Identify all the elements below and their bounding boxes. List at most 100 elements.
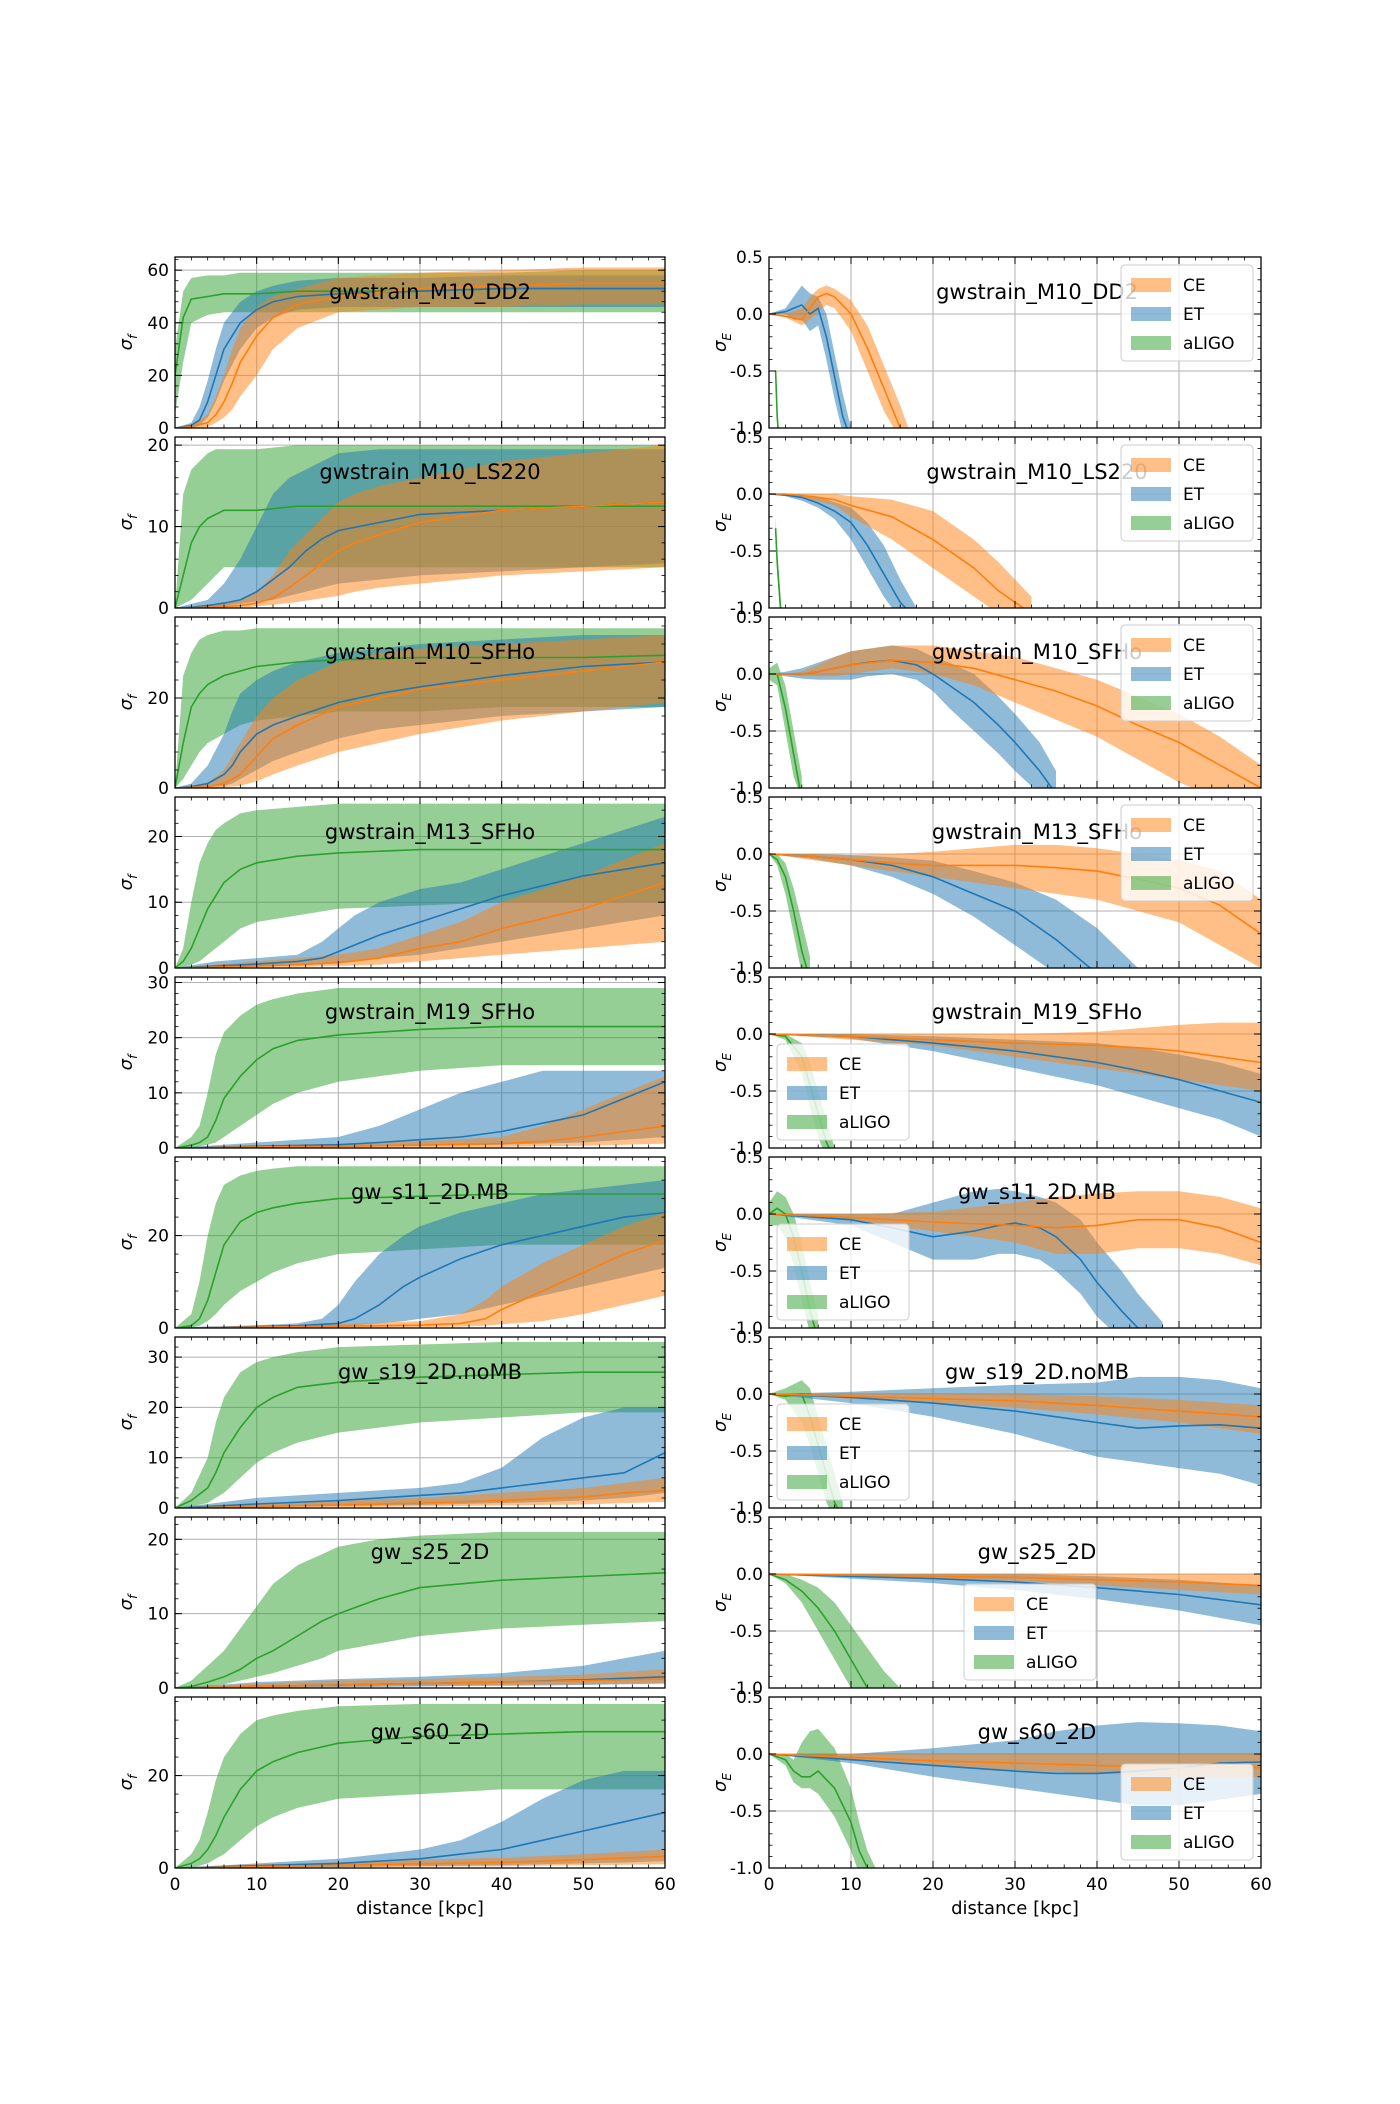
legend-swatch-aligo <box>787 1475 827 1489</box>
panel-title: gwstrain_M10_LS220 <box>926 460 1147 485</box>
y-tick-label: 10 <box>147 1084 169 1104</box>
y-tick-label: 0.0 <box>736 1025 763 1045</box>
ce-band <box>175 267 665 428</box>
y-axis-label-text: σf <box>116 1773 140 1790</box>
y-axis-label: σE <box>710 873 734 892</box>
legend: CE ET aLIGO <box>1120 804 1254 902</box>
legend: CE ET aLIGO <box>1120 444 1254 542</box>
ce-median-line <box>175 661 665 788</box>
y-axis-label: σf <box>116 1053 140 1070</box>
legend-swatch-aligo <box>974 1655 1014 1669</box>
ce-band <box>175 1669 665 1688</box>
legend: CE ET aLIGO <box>1120 624 1254 722</box>
legend: CE ET aLIGO <box>963 1583 1097 1681</box>
series-group-left-2 <box>175 628 665 788</box>
ce-band <box>769 1574 1261 1595</box>
panel-right-2: 0.5 0.0 -0.5 -1.0 σE gwstrain_M10_SFHo CE ET aLI… <box>710 608 1262 799</box>
x-tick-label: 10 <box>840 1875 862 1895</box>
ce-median-line <box>175 1239 665 1328</box>
x-tick-label: 30 <box>409 1875 431 1895</box>
legend-swatch-ce <box>974 1597 1014 1611</box>
legend-label-et: ET <box>1183 1804 1205 1824</box>
series-group-right-7 <box>769 1573 1261 1688</box>
legend-swatch-ce <box>787 1237 827 1251</box>
y-axis-label: σE <box>710 513 734 532</box>
y-tick-label: 40 <box>147 314 169 334</box>
y-tick-label: 0.0 <box>736 845 763 865</box>
aligo-median-line <box>175 1371 665 1508</box>
ce-band <box>175 1477 665 1508</box>
series-group-right-0 <box>769 285 909 428</box>
legend-label-et: ET <box>839 1444 861 1464</box>
legend-swatch-ce <box>1131 458 1171 472</box>
legend-swatch-et <box>1131 667 1171 681</box>
et-median-line <box>175 287 665 428</box>
legend-swatch-aligo <box>787 1115 827 1129</box>
legend-swatch-et <box>787 1086 827 1100</box>
ce-median-line <box>175 501 665 608</box>
x-tick-label: 40 <box>1086 1875 1108 1895</box>
y-tick-label: 10 <box>147 1605 169 1625</box>
ce-band <box>769 1394 1261 1434</box>
panel-title: gwstrain_M13_SFHo <box>325 820 535 845</box>
legend-swatch-aligo <box>1131 696 1171 710</box>
legend-swatch-et <box>1131 487 1171 501</box>
legend-swatch-et <box>787 1446 827 1460</box>
y-tick-label: 20 <box>147 1767 169 1787</box>
panel-left-2: 0 20 σf gwstrain_M10_SFHo <box>116 616 666 799</box>
y-axis-label-text: σE <box>710 693 734 712</box>
x-tick-label: 0 <box>170 1875 181 1895</box>
y-tick-label: 30 <box>147 974 169 994</box>
panel-title: gwstrain_M10_DD2 <box>936 280 1138 305</box>
ce-median-line <box>175 1489 665 1508</box>
y-tick-label: 0.0 <box>736 1745 763 1765</box>
panel-title: gw_s25_2D <box>371 1540 490 1565</box>
y-tick-label: -0.5 <box>730 1262 763 1282</box>
y-axis-label: σf <box>116 693 140 710</box>
panel-title: gw_s19_2D.noMB <box>338 1360 522 1385</box>
y-tick-label: 0 <box>158 959 169 979</box>
y-tick-label: 0.0 <box>736 665 763 685</box>
y-axis-label-text: σE <box>710 513 734 532</box>
ce-median-line <box>769 493 1025 608</box>
y-tick-label: 30 <box>147 1348 169 1368</box>
et-median-line <box>175 1451 665 1508</box>
y-tick-label: 0 <box>158 1319 169 1339</box>
y-axis-label: σf <box>116 333 140 350</box>
aligo-band <box>175 988 665 1148</box>
et-median-line <box>769 493 907 608</box>
y-tick-label: -1.0 <box>730 1499 763 1519</box>
y-tick-label: 20 <box>147 1530 169 1550</box>
panel-title: gw_s60_2D <box>371 1720 490 1745</box>
ce-band <box>175 1076 665 1148</box>
x-axis-label: distance [kpc] <box>951 1898 1079 1919</box>
y-axis-label-text: σE <box>710 1053 734 1072</box>
aligo-band <box>769 1574 901 1688</box>
ce-median-line <box>175 282 665 428</box>
y-axis-label: σE <box>710 1773 734 1792</box>
panel-title: gw_s60_2D <box>978 1720 1097 1745</box>
aligo-median-line <box>175 1572 665 1688</box>
series-group-left-4 <box>175 988 665 1148</box>
panel-title: gwstrain_M10_SFHo <box>325 640 535 665</box>
y-tick-label: -1.0 <box>730 1139 763 1159</box>
panel-title: gwstrain_M13_SFHo <box>932 820 1142 845</box>
y-tick-label: 20 <box>147 827 169 847</box>
legend: CE ET aLIGO <box>1120 1763 1254 1861</box>
legend-label-aligo: aLIGO <box>1183 514 1234 534</box>
y-axis-label-text: σf <box>116 1233 140 1250</box>
legend: CE ET aLIGO <box>776 1403 910 1501</box>
aligo-median-line <box>769 1573 869 1688</box>
legend-label-aligo: aLIGO <box>839 1113 890 1133</box>
y-tick-label: -0.5 <box>730 902 763 922</box>
legend-swatch-aligo <box>1131 1835 1171 1849</box>
x-tick-label: 60 <box>1250 1875 1272 1895</box>
y-axis-label: σE <box>710 1233 734 1252</box>
y-tick-label: 0.5 <box>736 428 763 448</box>
y-tick-label: -0.5 <box>730 1622 763 1642</box>
legend-swatch-et <box>1131 847 1171 861</box>
legend-swatch-et <box>787 1266 827 1280</box>
y-tick-label: 20 <box>147 1398 169 1418</box>
x-tick-label: 50 <box>573 1875 595 1895</box>
